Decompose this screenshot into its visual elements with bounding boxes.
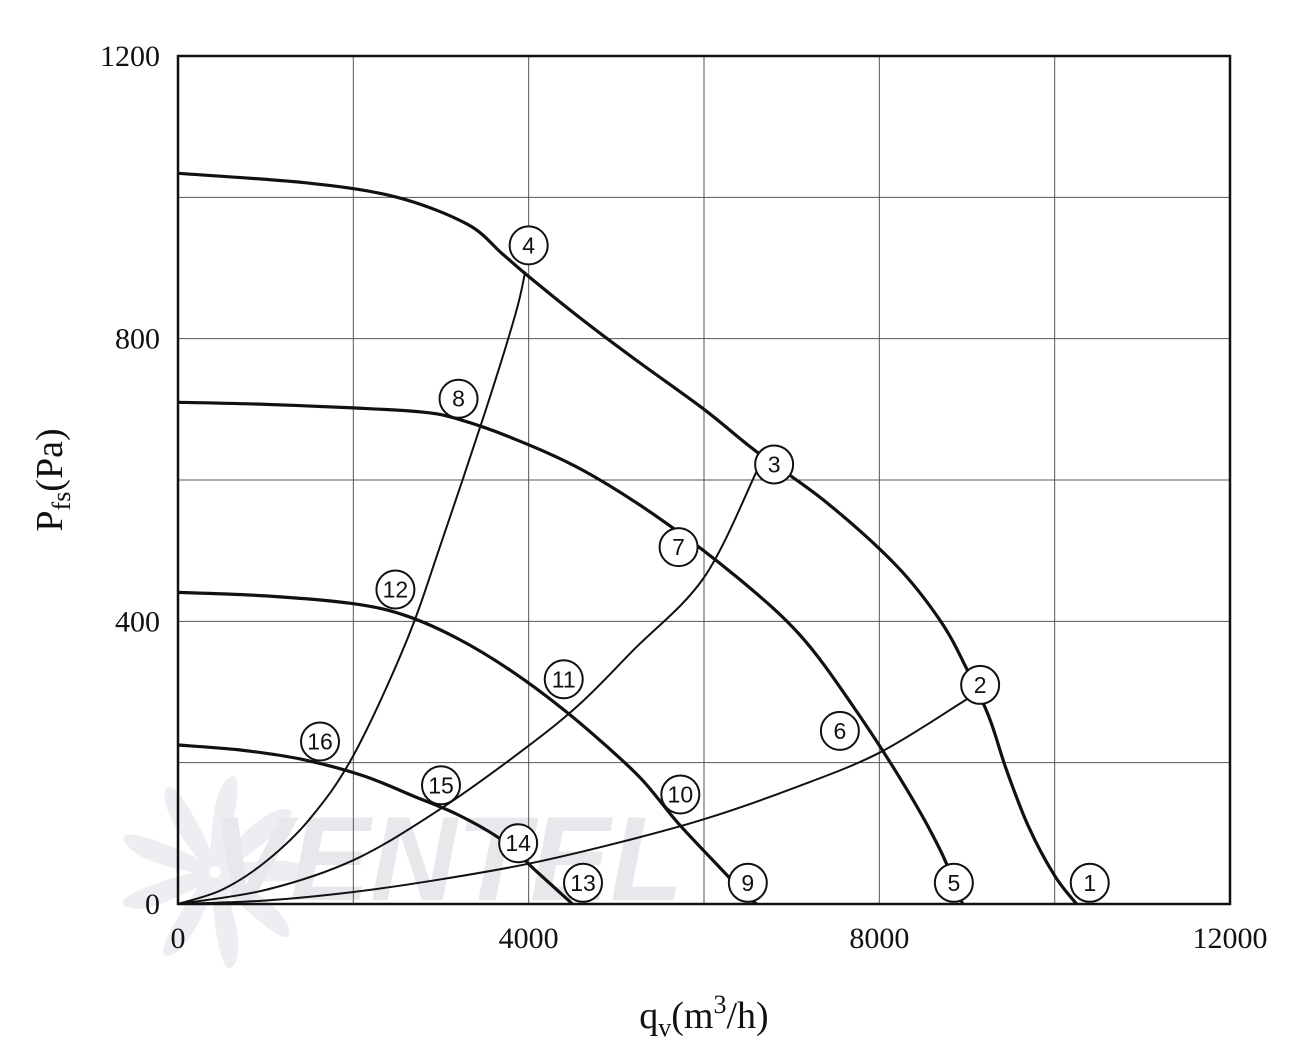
marker-label: 5 [947,870,960,896]
marker-label: 16 [307,728,333,754]
marker-label: 8 [452,386,465,412]
marker-circle [658,527,699,568]
system-curve [177,271,527,905]
curve-marker: 12 [375,569,416,610]
curve-marker: 9 [727,862,768,903]
marker-label: 14 [505,830,531,856]
fan-blade-watermark [122,869,213,909]
marker-circle [498,823,539,864]
fan-blade-watermark [123,834,211,876]
y-tick-label: 400 [115,605,160,638]
curve-marker: 1 [1069,862,1110,903]
marker-circle [660,774,701,815]
x-axis-title: qv(m3/h) [639,990,768,1042]
marker-label: 1 [1083,870,1096,896]
x-tick-label: 8000 [849,922,909,955]
fan-blade-watermark [220,860,313,882]
marker-label: 4 [522,232,535,258]
marker-label: 6 [833,718,846,744]
marker-circle [754,444,795,485]
marker-label: 13 [570,870,596,896]
marker-circle [819,710,860,751]
marker-circle [421,765,461,806]
fan-curve [177,400,965,905]
curve-marker: 2 [960,664,1001,705]
system-curve [177,698,968,905]
axis-ticks: 0 4000 8000 12000 0 400 800 1200 [100,40,1268,955]
plot-frame [176,54,1232,906]
curve-marker: 15 [421,765,461,806]
marker-circle [438,378,479,419]
curves [177,171,1078,906]
curve-marker: 4 [508,225,549,266]
fan-curve [177,171,1078,906]
marker-circle [933,862,974,903]
marker-circle [960,664,1001,705]
y-axis-title: Pfs(Pa) [29,428,76,531]
marker-label: 11 [552,666,576,692]
marker-circle [543,659,584,700]
x-tick-label: 12000 [1193,922,1268,955]
marker-circle [563,862,604,903]
curve-marker: 11 [543,659,584,700]
fan-curve [177,590,758,906]
marker-circle [375,569,416,610]
curve-marker: 5 [933,862,974,903]
curve-marker: 16 [300,721,341,762]
curve-marker: 7 [658,527,699,568]
marker-circle [508,225,549,266]
system-curve [177,471,758,905]
curve-marker: 14 [498,823,539,864]
x-tick-label: 0 [171,922,186,955]
marker-label: 7 [672,534,685,560]
fan-curve [177,743,574,906]
marker-circle [300,721,341,762]
fan-logo-watermark [122,776,313,968]
x-tick-label: 4000 [499,922,559,955]
fan-blade-watermark [209,776,238,867]
watermark-text: VENTEL [210,792,683,926]
grid [178,56,1230,904]
curve-marker: 13 [563,862,604,903]
fan-blade-watermark [163,874,218,956]
marker-label: 15 [428,772,454,798]
marker-label: 9 [741,870,754,896]
marker-label: 12 [383,577,409,603]
y-tick-label: 0 [145,888,160,921]
curve-marker: 10 [660,774,701,815]
fan-blade-watermark [215,808,292,872]
curve-marker: 3 [754,444,795,485]
marker-label: 3 [768,451,781,477]
y-tick-label: 1200 [100,40,160,73]
curve-marker: 8 [438,378,479,419]
curve-marker: 6 [819,710,860,751]
marker-circle [727,862,768,903]
y-tick-label: 800 [115,323,160,356]
marker-label: 2 [974,672,987,698]
marker-circle [1069,862,1110,903]
marker-label: 10 [668,781,694,807]
